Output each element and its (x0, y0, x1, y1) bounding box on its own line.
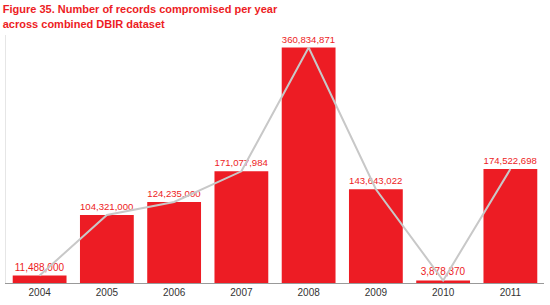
svg-text:104,321,000: 104,321,000 (80, 201, 133, 212)
svg-text:11,488,000: 11,488,000 (15, 262, 65, 273)
svg-text:2011: 2011 (500, 287, 522, 298)
svg-text:2008: 2008 (298, 287, 321, 298)
svg-text:143,643,022: 143,643,022 (349, 175, 402, 186)
svg-text:2010: 2010 (432, 287, 455, 298)
svg-text:171,077,984: 171,077,984 (215, 157, 269, 168)
svg-text:3,878,370: 3,878,370 (421, 266, 466, 277)
svg-text:2006: 2006 (163, 287, 186, 298)
svg-text:2007: 2007 (230, 287, 253, 298)
svg-text:2004: 2004 (29, 287, 52, 298)
svg-text:2009: 2009 (365, 287, 388, 298)
svg-text:360,834,871: 360,834,871 (282, 34, 335, 45)
svg-text:174,522,698: 174,522,698 (484, 155, 537, 166)
svg-text:124,235,000: 124,235,000 (147, 188, 200, 199)
svg-text:Figure 35. Number of records c: Figure 35. Number of records compromised… (3, 3, 278, 29)
svg-text:2005: 2005 (96, 287, 119, 298)
